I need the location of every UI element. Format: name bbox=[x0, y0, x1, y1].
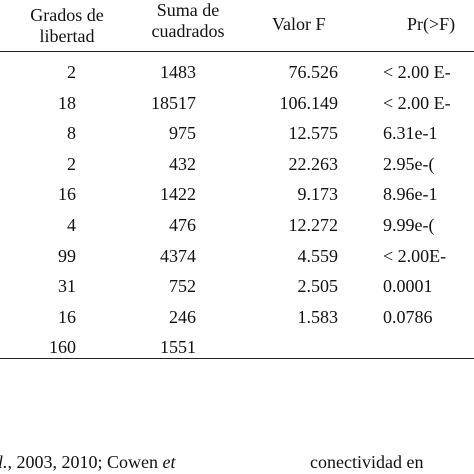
cell-df: 160 bbox=[49, 337, 76, 357]
footnote-left-b: , 2003, 2010; Cowen bbox=[7, 452, 163, 472]
cell-ss: 246 bbox=[169, 307, 196, 327]
cell-df: 8 bbox=[67, 123, 76, 143]
cell-p: < 2.00 E- bbox=[383, 93, 451, 113]
cell-f: 12.575 bbox=[288, 123, 339, 143]
cell-p: 0.0001 bbox=[383, 276, 433, 296]
cell-ss: 432 bbox=[169, 154, 196, 174]
cell-p: < 2.00E- bbox=[383, 246, 447, 266]
header-p: Pr(>F) bbox=[407, 14, 456, 34]
footnote-left-a: l. bbox=[0, 452, 8, 472]
cell-p: 2.95e-( bbox=[383, 154, 435, 174]
cell-ss: 476 bbox=[169, 215, 196, 235]
cell-ss: 1483 bbox=[160, 62, 196, 82]
cell-f: 12.272 bbox=[288, 215, 339, 235]
header-ss-line2: cuadrados bbox=[151, 21, 225, 41]
header-ss-line1: Suma de bbox=[156, 0, 220, 20]
cell-df: 2 bbox=[67, 154, 76, 174]
cell-f: 1.583 bbox=[297, 307, 339, 327]
cell-df: 99 bbox=[58, 246, 76, 266]
header-ss: Suma de cuadrados bbox=[130, 0, 246, 42]
header-f: Valor F bbox=[272, 14, 326, 34]
cell-f: 2.505 bbox=[297, 276, 339, 296]
cell-df: 4 bbox=[67, 215, 76, 235]
cell-ss: 975 bbox=[169, 123, 196, 143]
cell-ss: 1422 bbox=[160, 184, 196, 204]
header-df-line2: libertad bbox=[39, 26, 95, 46]
header-df-line1: Grados de bbox=[30, 5, 104, 25]
footnote-right: conectividad en bbox=[310, 452, 424, 472]
cell-p: < 2.00 E- bbox=[383, 62, 451, 82]
cell-f: 4.559 bbox=[297, 246, 339, 266]
cell-df: 31 bbox=[58, 276, 76, 296]
header-rule bbox=[0, 51, 474, 52]
cell-f: 76.526 bbox=[288, 62, 339, 82]
cell-p: 6.31e-1 bbox=[383, 123, 438, 143]
cell-f: 9.173 bbox=[297, 184, 339, 204]
footnote-left-c: et bbox=[162, 452, 176, 472]
cell-df: 18 bbox=[58, 93, 76, 113]
cell-ss: 18517 bbox=[151, 93, 196, 113]
cell-p: 8.96e-1 bbox=[383, 184, 438, 204]
cell-df: 16 bbox=[58, 184, 76, 204]
cell-f: 22.263 bbox=[288, 154, 339, 174]
cell-ss: 1551 bbox=[160, 337, 196, 357]
cell-p: 0.0786 bbox=[383, 307, 433, 327]
cell-df: 2 bbox=[67, 62, 76, 82]
cell-p: 9.99e-( bbox=[383, 215, 435, 235]
header-df: Grados de libertad bbox=[14, 5, 120, 47]
cell-df: 16 bbox=[58, 307, 76, 327]
cell-ss: 752 bbox=[169, 276, 196, 296]
footnote-left: l., 2003, 2010; Cowen et bbox=[0, 452, 176, 473]
bottom-rule bbox=[0, 358, 474, 359]
cell-f: 106.149 bbox=[279, 93, 339, 113]
cell-ss: 4374 bbox=[160, 246, 196, 266]
